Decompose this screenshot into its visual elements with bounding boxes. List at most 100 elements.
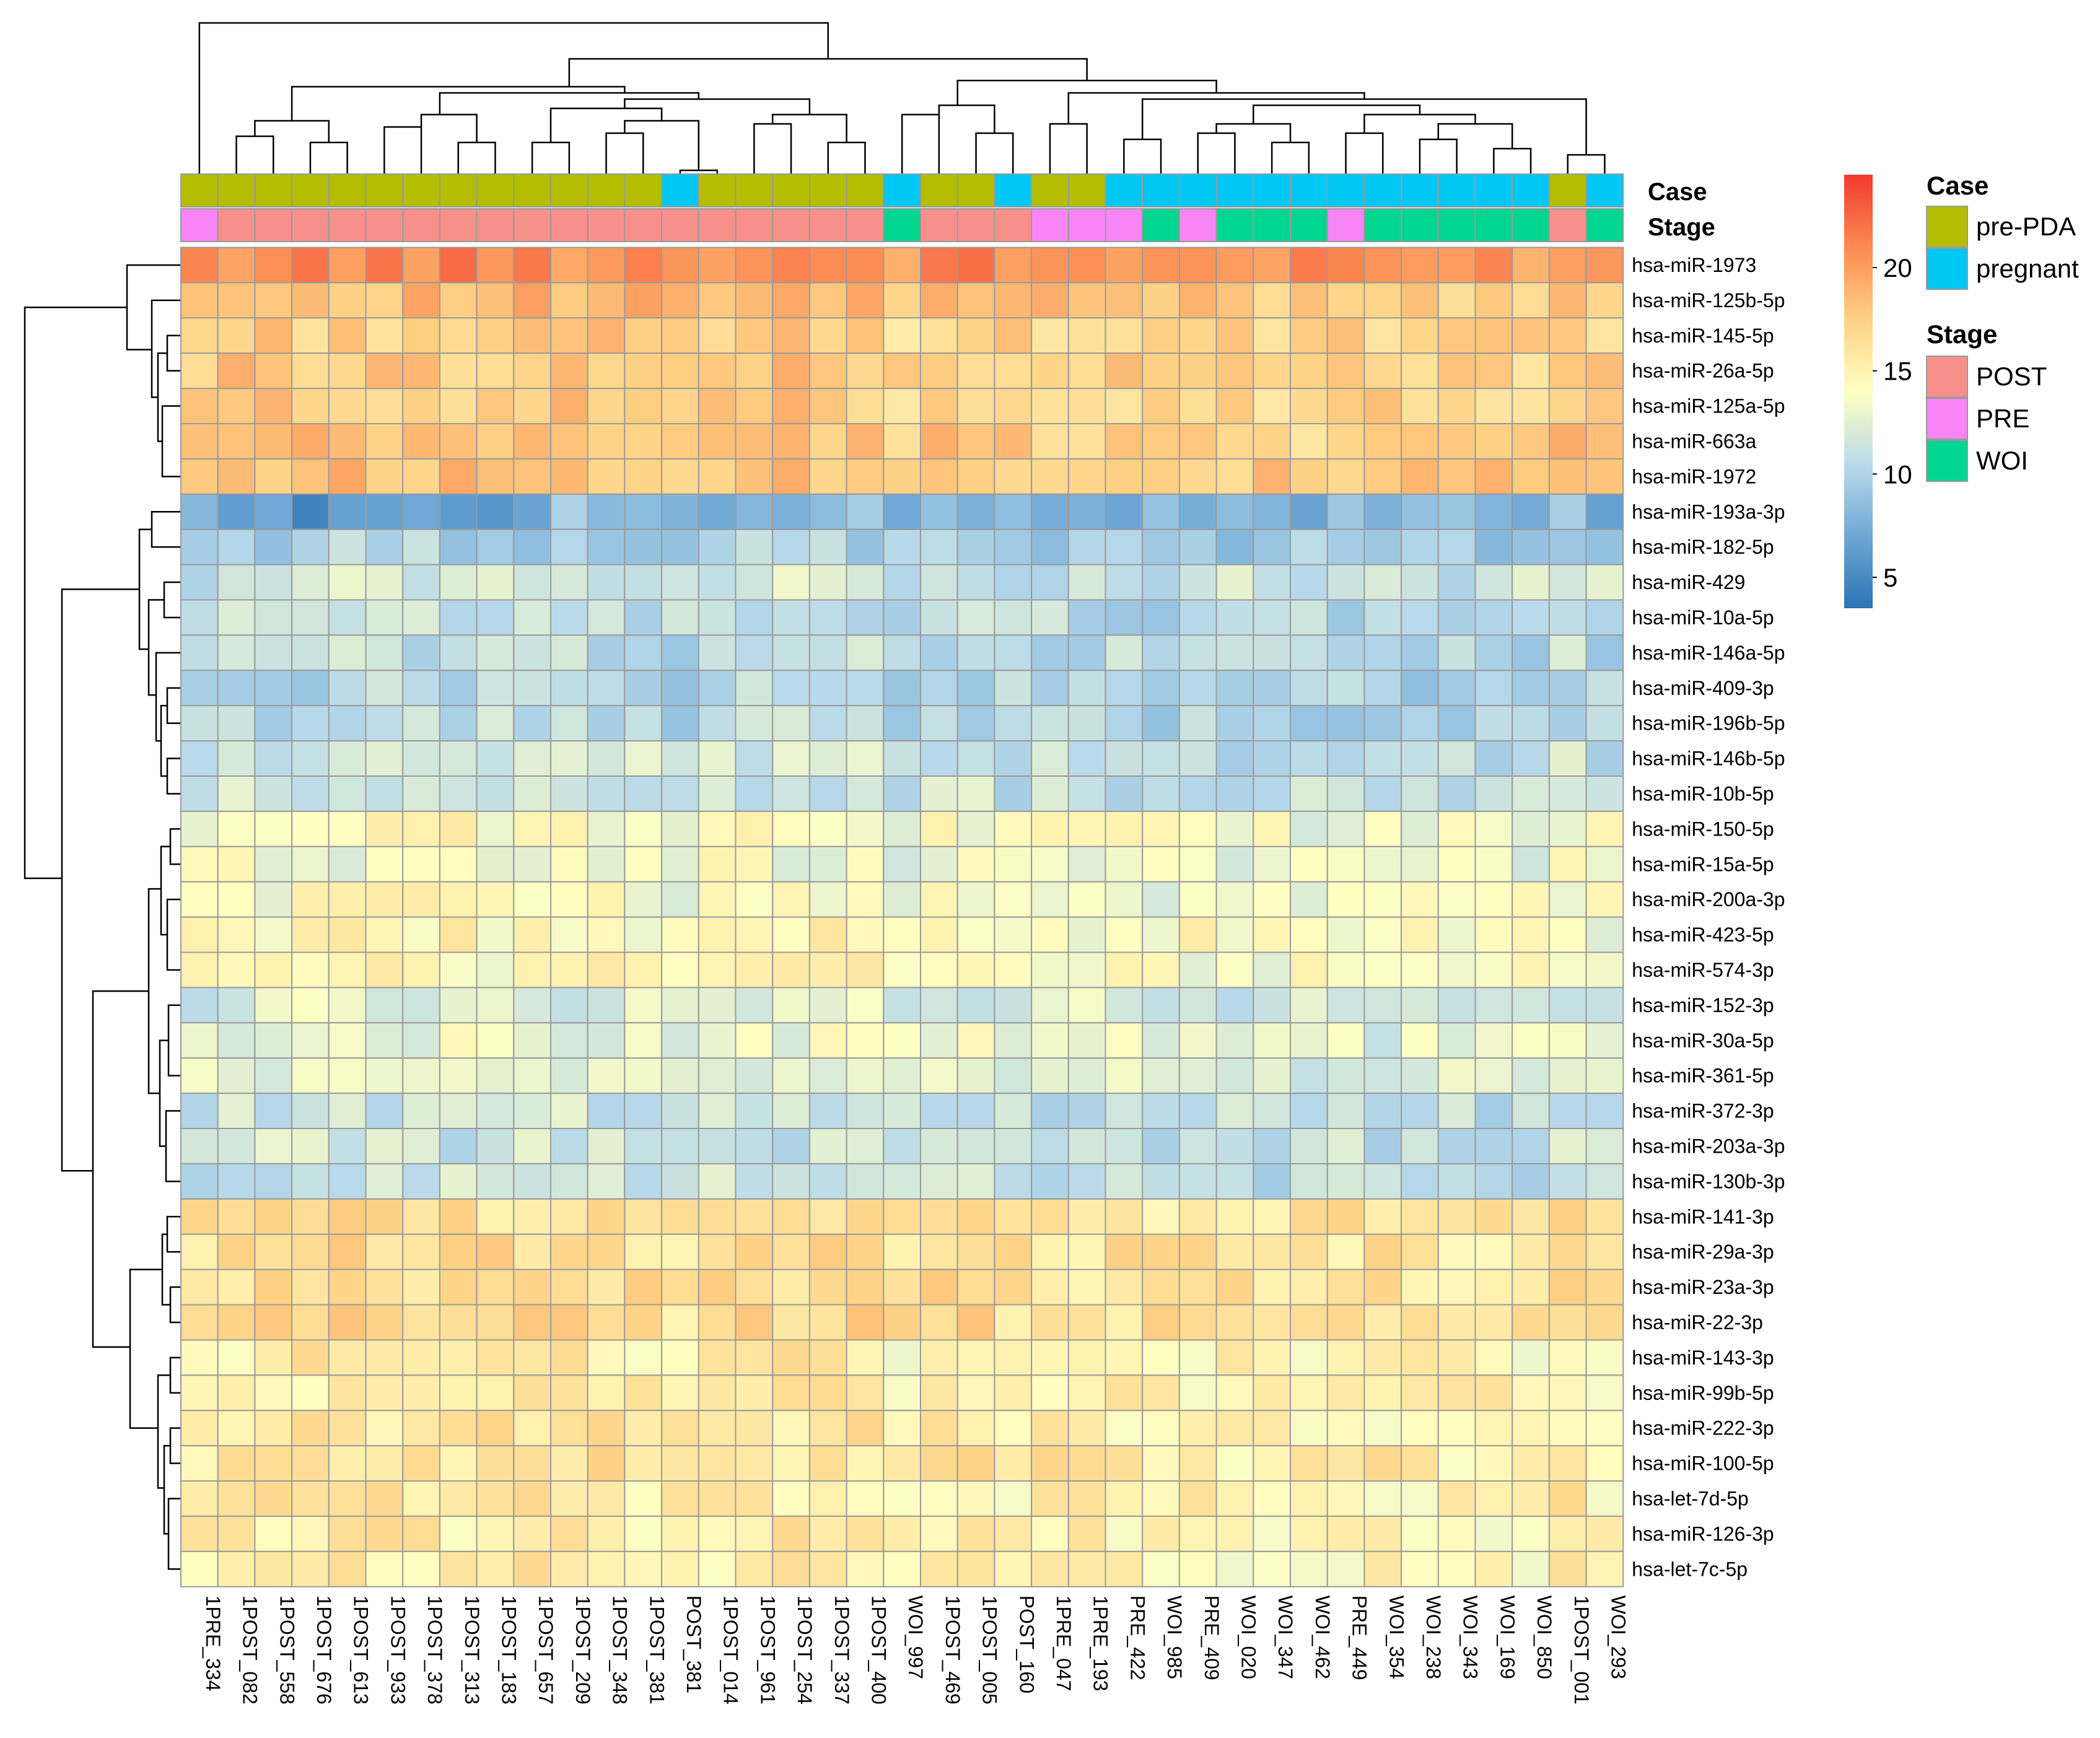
heatmap-cell [1548,1128,1587,1164]
column-label: 1POST_469 [942,1596,964,1705]
heatmap-cell [1031,599,1069,636]
heatmap-cell [808,916,847,953]
heatmap-cell [735,740,774,777]
heatmap-cell [180,528,219,566]
heatmap-cell [328,423,367,460]
heatmap-cell [1215,247,1254,284]
heatmap-cell [735,670,774,707]
heatmap-cell [1363,740,1402,777]
heatmap-cell [1585,564,1624,601]
heatmap-cell [365,775,404,812]
heatmap-cell [1512,528,1550,566]
heatmap-cell [1548,388,1587,424]
heatmap-cell [1548,423,1587,460]
heatmap-cell [1363,1515,1402,1552]
heatmap-cell [439,1480,478,1517]
heatmap-cell [254,1233,293,1270]
heatmap-cell [772,317,810,354]
heatmap-cell [772,1550,810,1587]
heatmap-cell [1548,705,1587,742]
heatmap-cell [1363,670,1402,707]
legend-swatch-pregnant [1926,248,1968,290]
heatmap-cell [735,458,774,495]
heatmap-cell [1215,493,1254,530]
heatmap-cell [402,1163,440,1200]
stage-annotation-cell [217,208,256,242]
heatmap-cell [476,951,515,989]
heatmap-cell [1585,599,1624,636]
case-annotation-cell [587,173,626,207]
row-label: hsa-miR-1972 [1632,465,1756,487]
case-annotation-cell [1548,173,1587,207]
heatmap-cell [808,1233,847,1270]
heatmap-cell [180,423,219,460]
column-label: 1PRE_047 [1052,1596,1075,1692]
heatmap-cell [698,1304,737,1341]
heatmap-cell [735,881,774,918]
heatmap-cell [624,1057,663,1094]
heatmap-cell [328,458,367,495]
heatmap-cell [1142,599,1180,636]
heatmap-cell [402,881,440,918]
heatmap-cell [402,1022,440,1059]
heatmap-cell [1437,987,1476,1024]
heatmap-cell [772,775,810,812]
heatmap-cell [1105,845,1144,883]
heatmap-cell [1437,1093,1476,1129]
heatmap-cell [1474,1233,1513,1270]
heatmap-cell [1253,1163,1292,1200]
heatmap-cell [1067,775,1106,812]
heatmap-cell [328,1128,367,1164]
heatmap-cell [1326,1550,1365,1587]
dendrogram-branch [147,599,164,696]
heatmap-cell [550,1374,588,1412]
heatmap-cell [365,564,404,601]
heatmap-cell [365,1233,404,1270]
heatmap-cell [772,528,810,566]
heatmap-cell [180,634,219,671]
dendrogram-branch [1049,123,1088,174]
heatmap-cell [1585,810,1624,847]
heatmap-cell [1326,1128,1365,1164]
column-label: 1POST_400 [867,1596,890,1705]
heatmap-cell [476,1339,515,1376]
heatmap-cell [1512,740,1550,777]
heatmap-cell [476,1198,515,1235]
heatmap-cell [328,1550,367,1587]
heatmap-cell [698,1198,737,1235]
heatmap-cell [1142,317,1180,354]
heatmap-cell [846,458,885,495]
heatmap-cell [1401,881,1439,918]
heatmap-cell [1363,810,1402,847]
heatmap-cell [1585,951,1624,989]
heatmap-cell [402,458,440,495]
heatmap-cell [1474,1304,1513,1341]
heatmap-cell [1178,1515,1217,1552]
heatmap-cell [956,1269,995,1306]
heatmap-cell [439,1304,478,1341]
heatmap-cell [254,810,293,847]
heatmap-cell [1585,1198,1624,1235]
heatmap-cell [1585,1022,1624,1059]
heatmap-cell [1326,423,1365,460]
heatmap-cell [328,1269,367,1306]
heatmap-cell [402,1410,440,1447]
heatmap-cell [735,1550,774,1587]
heatmap-cell [254,1022,293,1059]
row-label: hsa-miR-141-3p [1632,1205,1774,1228]
heatmap-cell [254,670,293,707]
heatmap-cell [1363,1093,1402,1129]
heatmap-cell [291,1550,330,1587]
heatmap-cell [476,1093,515,1129]
case-annotation-cell [661,173,699,207]
heatmap-cell [254,423,293,460]
heatmap-cell [1401,282,1439,319]
heatmap-cell [1363,1128,1402,1164]
stage-annotation-cell [587,208,626,242]
heatmap-cell [365,1198,404,1235]
row-label: hsa-miR-29a-3p [1632,1241,1774,1263]
heatmap-cell [1437,423,1476,460]
heatmap-cell [1253,670,1292,707]
heatmap-cell [217,916,256,953]
heatmap-cell [1474,881,1513,918]
